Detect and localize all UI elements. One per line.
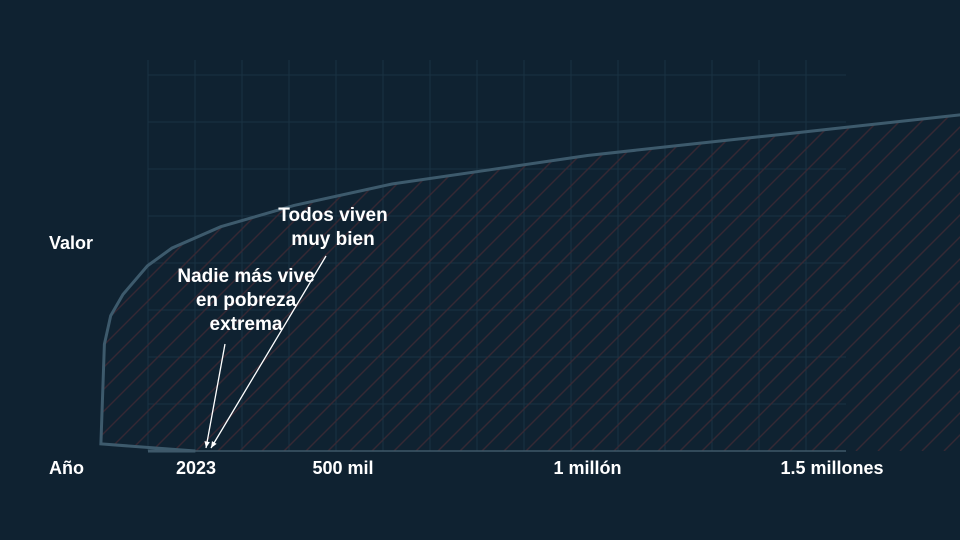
x-tick-label: 2023 <box>176 458 216 478</box>
annotation-text: en pobreza <box>196 290 297 311</box>
x-axis-label: Año <box>49 458 84 478</box>
annotation-arrowhead <box>204 441 210 448</box>
hatch-line <box>393 95 815 451</box>
hatch-line <box>100 95 287 451</box>
x-tick-label: 1.5 millones <box>780 458 883 478</box>
hatch-line <box>437 95 859 451</box>
hatch-line <box>789 95 960 451</box>
hatch-line <box>100 95 309 451</box>
hatch-line <box>635 95 960 451</box>
annotation-arrow <box>205 343 226 449</box>
hatch-line <box>195 95 617 451</box>
annotation-text: extrema <box>210 314 283 335</box>
hatch-line <box>100 95 463 451</box>
hatch-line <box>100 95 485 451</box>
annotation-arrow <box>210 255 327 449</box>
hatch-line <box>481 95 903 451</box>
x-tick-label: 1 millón <box>553 458 621 478</box>
hatch-line <box>525 95 947 451</box>
hatch-line <box>657 95 960 451</box>
annotation-arrowhead <box>211 441 217 448</box>
grid <box>147 60 846 452</box>
hatch-line <box>943 95 960 451</box>
annotation-text: Todos viven <box>278 205 387 226</box>
hatch-line <box>459 95 881 451</box>
hatch-line <box>767 95 960 451</box>
hatch-line <box>679 95 960 451</box>
hatch-line <box>349 95 771 451</box>
hatch-line <box>547 95 960 451</box>
annotation-text: muy bien <box>291 229 374 250</box>
hatch-line <box>877 95 960 451</box>
hatch-line <box>811 95 960 451</box>
hatch-line <box>371 95 793 451</box>
hatch-line <box>100 95 265 451</box>
x-tick-label: 500 mil <box>312 458 373 478</box>
hatch-line <box>327 95 749 451</box>
hatch-line <box>723 95 960 451</box>
hatch-area <box>100 95 960 451</box>
hatch-line <box>833 95 960 451</box>
hatch-line <box>100 95 243 451</box>
hatch-line <box>855 95 960 451</box>
hatch-line <box>613 95 960 451</box>
series-line <box>99 113 960 453</box>
hatch-line <box>173 95 595 451</box>
annotations: Nadie más vive en pobreza extrema Todos viv… <box>177 205 388 449</box>
annotation-text: Nadie más vive <box>177 266 314 287</box>
hatch-line <box>701 95 960 451</box>
hatch-line <box>745 95 960 451</box>
y-axis-label: Valor <box>49 233 93 253</box>
hatch-line <box>503 95 925 451</box>
hatch-line <box>415 95 837 451</box>
hatch-line <box>899 95 960 451</box>
hatch-line <box>217 95 639 451</box>
